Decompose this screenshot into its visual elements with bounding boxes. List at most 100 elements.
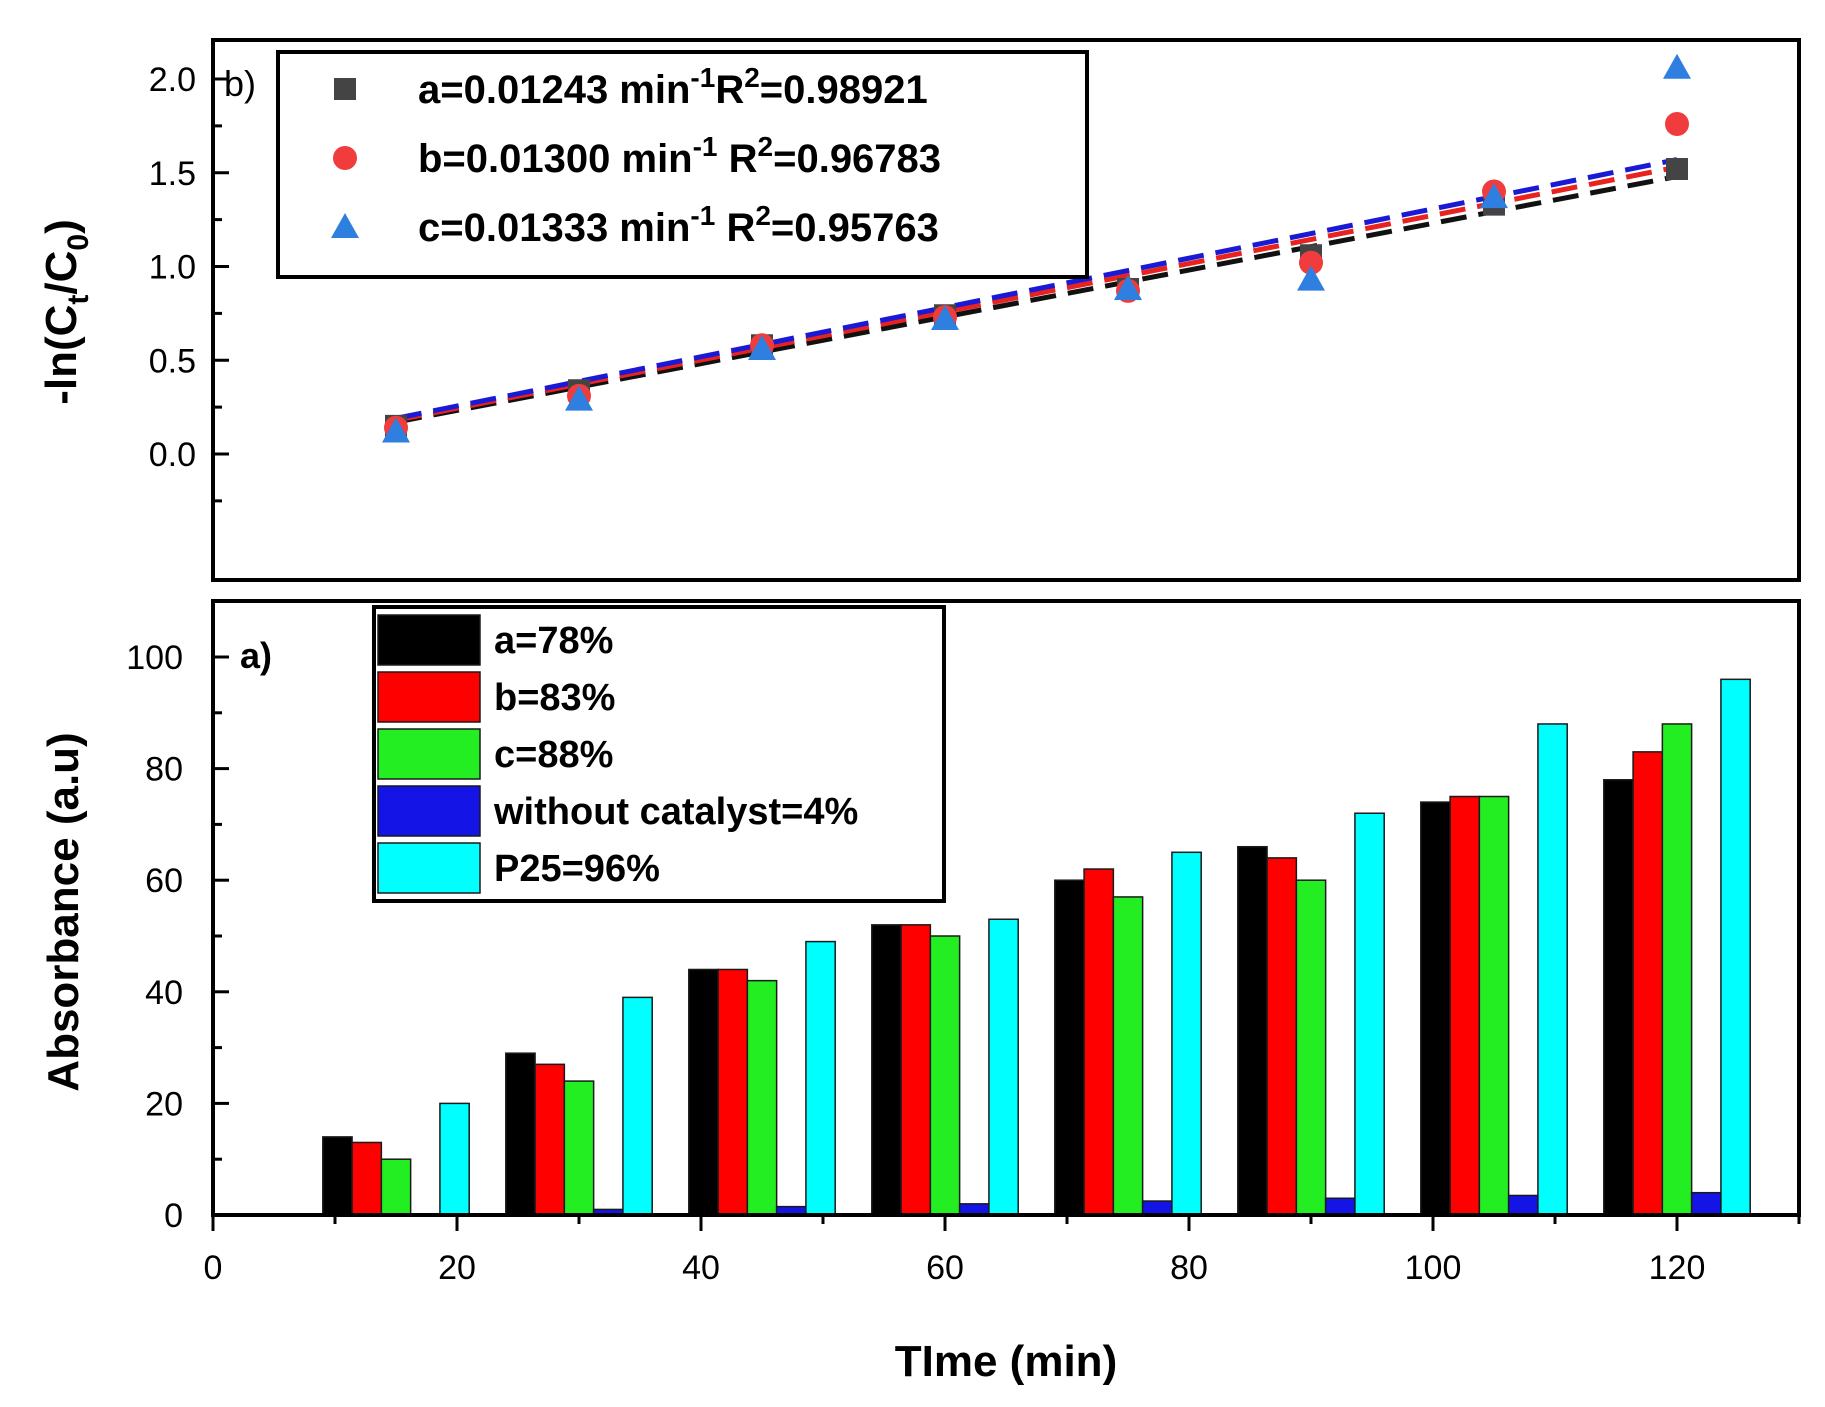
bar-a xyxy=(1054,879,1085,1216)
data-point-c xyxy=(748,335,776,360)
data-point-a xyxy=(1666,158,1688,180)
panel-a-x-tick-label: 60 xyxy=(926,1249,964,1287)
bar-b xyxy=(1632,751,1664,1216)
bar-a xyxy=(1603,779,1634,1216)
data-point-b xyxy=(1299,250,1323,275)
panel-a-label: a) xyxy=(240,635,272,676)
panel-b-frame xyxy=(211,38,1801,582)
bar-p25 xyxy=(1171,851,1202,1216)
legend-swatch-a xyxy=(377,614,481,666)
panel-b-fit-lines xyxy=(395,157,1678,425)
panel-a-x-axis-title: TIme (min) xyxy=(895,1337,1117,1386)
bar-c xyxy=(380,1158,412,1216)
panel-b-legend: a=0.01243 min-1R2=0.98921 b=0.01300 min-1… xyxy=(276,50,1089,279)
panel-a-x-tick-label: 120 xyxy=(1649,1249,1706,1287)
panel-b-y-axis: 0.0 0.5 1.0 1.5 2.0 xyxy=(149,61,229,503)
bar-p25 xyxy=(622,996,653,1216)
panel-a-x-axis: 0 20 40 60 80 100 120 xyxy=(204,1215,1801,1287)
bar-c xyxy=(1295,879,1327,1216)
panel-a-absorbance-bars: 0 20 40 60 80 100 0 20 40 60 80 100 120 a) a=78% b=8… xyxy=(39,599,1801,1386)
panel-b-kinetics-plot: 0.0 0.5 1.0 1.5 2.0 b) a=0.01243 min-1R2=0.9… xyxy=(37,38,1801,582)
legend-label-c: c=0.01333 min-1 R2=0.95763 xyxy=(418,200,939,250)
data-point-c xyxy=(382,417,410,443)
panel-b-y-tick-label: 1.5 xyxy=(149,155,196,193)
bar-a xyxy=(322,1136,353,1216)
legend-marker-a xyxy=(334,78,356,100)
bar-b xyxy=(1266,857,1298,1216)
panel-b-data-points xyxy=(382,53,1691,443)
legend-label-a: a=78% xyxy=(494,620,613,662)
panel-a-y-tick-label: 20 xyxy=(145,1085,183,1123)
bar-a xyxy=(688,968,719,1216)
panel-a-x-tick-label: 100 xyxy=(1405,1249,1462,1287)
bar-p25 xyxy=(805,940,836,1216)
bar-b xyxy=(1083,868,1115,1216)
panel-b-y-tick-label: 1.0 xyxy=(149,249,196,287)
bar-c xyxy=(1661,723,1693,1216)
legend-swatch-b xyxy=(377,671,481,723)
bar-b xyxy=(717,968,749,1216)
panel-a-y-tick-label: 0 xyxy=(164,1197,183,1235)
panel-a-y-tick-label: 100 xyxy=(126,639,183,677)
data-point-c xyxy=(1297,265,1325,291)
bar-c xyxy=(1478,795,1510,1216)
legend-marker-b xyxy=(333,146,357,170)
bar-b xyxy=(900,924,932,1216)
panel-a-legend: a=78% b=83% c=88% without catalyst=4% P25=96… xyxy=(372,605,946,903)
legend-swatch-without xyxy=(377,785,481,837)
bar-b xyxy=(1449,795,1481,1216)
bar-p25 xyxy=(988,918,1019,1216)
bar-b xyxy=(351,1141,383,1216)
bar-p25 xyxy=(1537,723,1568,1216)
panel-a-y-tick-label: 40 xyxy=(145,974,183,1012)
data-point-c xyxy=(1663,53,1691,79)
legend-marker-c xyxy=(331,213,359,238)
legend-label-c: c=88% xyxy=(494,734,613,776)
panel-a-y-axis: 0 20 40 60 80 100 xyxy=(126,599,229,1235)
bar-a xyxy=(1420,801,1451,1216)
panel-a-y-tick-label: 60 xyxy=(145,862,183,900)
panel-a-x-tick-label: 40 xyxy=(682,1249,720,1287)
bar-a xyxy=(1237,845,1268,1216)
data-point-c xyxy=(565,385,593,411)
panel-b-y-axis-title: -ln(Ct/C0) xyxy=(37,219,95,405)
panel-b-legend-box xyxy=(276,50,1089,279)
bar-a xyxy=(871,924,902,1216)
panel-b-label: b) xyxy=(224,63,256,104)
fit-line-c xyxy=(395,157,1678,421)
data-point-b xyxy=(1665,112,1689,136)
bar-without-catalyst xyxy=(1324,1197,1356,1216)
bar-b xyxy=(534,1063,566,1216)
panel-b-y-tick-label: 2.0 xyxy=(149,61,196,99)
bar-p25 xyxy=(1720,678,1751,1216)
bar-c xyxy=(563,1080,595,1216)
bar-p25 xyxy=(1354,812,1385,1216)
fit-line-b xyxy=(395,164,1678,423)
panel-a-x-tick-label: 0 xyxy=(204,1249,223,1287)
legend-swatch-c xyxy=(377,728,481,780)
data-point-c xyxy=(931,305,959,330)
bar-a xyxy=(505,1052,536,1216)
legend-label-b: b=0.01300 min-1 R2=0.96783 xyxy=(418,131,941,181)
legend-label-without: without catalyst=4% xyxy=(493,791,858,833)
panel-b-y-tick-label: 0.0 xyxy=(149,436,196,474)
bar-without-catalyst xyxy=(1690,1191,1722,1216)
panel-a-frame xyxy=(211,599,1801,1217)
bar-without-catalyst xyxy=(1507,1194,1539,1216)
fit-line-a xyxy=(395,174,1678,425)
panel-b-y-tick-label: 0.5 xyxy=(149,342,196,380)
panel-a-bars xyxy=(322,678,1751,1216)
legend-swatch-p25 xyxy=(377,842,481,894)
panel-a-y-tick-label: 80 xyxy=(145,751,183,789)
bar-c xyxy=(1112,896,1144,1216)
panel-a-y-axis-title: Absorbance (a.u) xyxy=(39,732,88,1091)
panel-a-x-tick-label: 20 xyxy=(438,1249,476,1287)
data-point-c xyxy=(1480,183,1508,209)
bar-c xyxy=(746,979,778,1216)
data-point-c xyxy=(1114,275,1142,300)
legend-label-a: a=0.01243 min-1R2=0.98921 xyxy=(418,62,928,112)
bar-without-catalyst xyxy=(1141,1200,1173,1216)
bar-c xyxy=(929,935,961,1216)
panel-a-x-tick-label: 80 xyxy=(1170,1249,1208,1287)
